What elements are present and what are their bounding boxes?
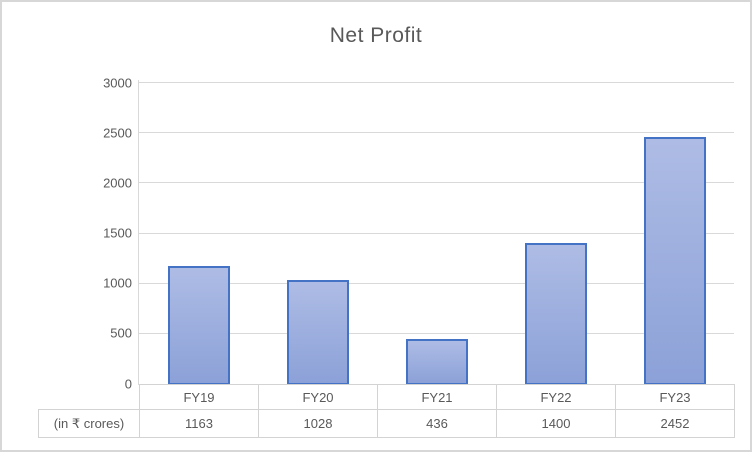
table-value-cell-FY20: 1028 [258, 409, 378, 438]
bar-FY22 [524, 242, 587, 385]
gridline-1000 [139, 282, 734, 284]
table-row-label: (in ₹ crores) [38, 409, 140, 438]
y-axis-tick-label: 500 [110, 325, 132, 341]
bar-FY23 [643, 136, 706, 385]
table-header-cell-FY23: FY23 [615, 384, 735, 410]
gridline-1500 [139, 232, 734, 234]
y-axis-tick-label: 1500 [103, 225, 132, 241]
y-axis-line [138, 80, 139, 385]
table-header-cell-FY19: FY19 [139, 384, 259, 410]
table-value-cell-FY22: 1400 [496, 409, 616, 438]
chart-title: Net Profit [329, 24, 423, 47]
y-axis-tick-label: 1000 [103, 275, 132, 291]
table-value-cell-FY21: 436 [377, 409, 497, 438]
bar-FY21 [405, 339, 468, 385]
table-header-cell-FY22: FY22 [496, 384, 616, 410]
y-axis-tick-label: 2000 [103, 175, 132, 191]
bar-FY20 [286, 279, 349, 385]
gridline-3000 [139, 82, 734, 83]
table-header-cell-FY21: FY21 [377, 384, 497, 410]
table-value-cell-FY19: 1163 [139, 409, 259, 438]
gridline-500 [139, 332, 734, 334]
table-value-cell-FY23: 2452 [615, 409, 735, 438]
bar-FY19 [167, 266, 230, 385]
y-axis-tick-label: 2500 [103, 125, 132, 141]
y-axis-tick-label: 0 [124, 376, 132, 391]
gridline-2000 [139, 182, 734, 184]
table-header-cell-FY20: FY20 [258, 384, 378, 410]
y-axis-tick-label: 3000 [103, 75, 132, 90]
gridline-2500 [139, 132, 734, 134]
